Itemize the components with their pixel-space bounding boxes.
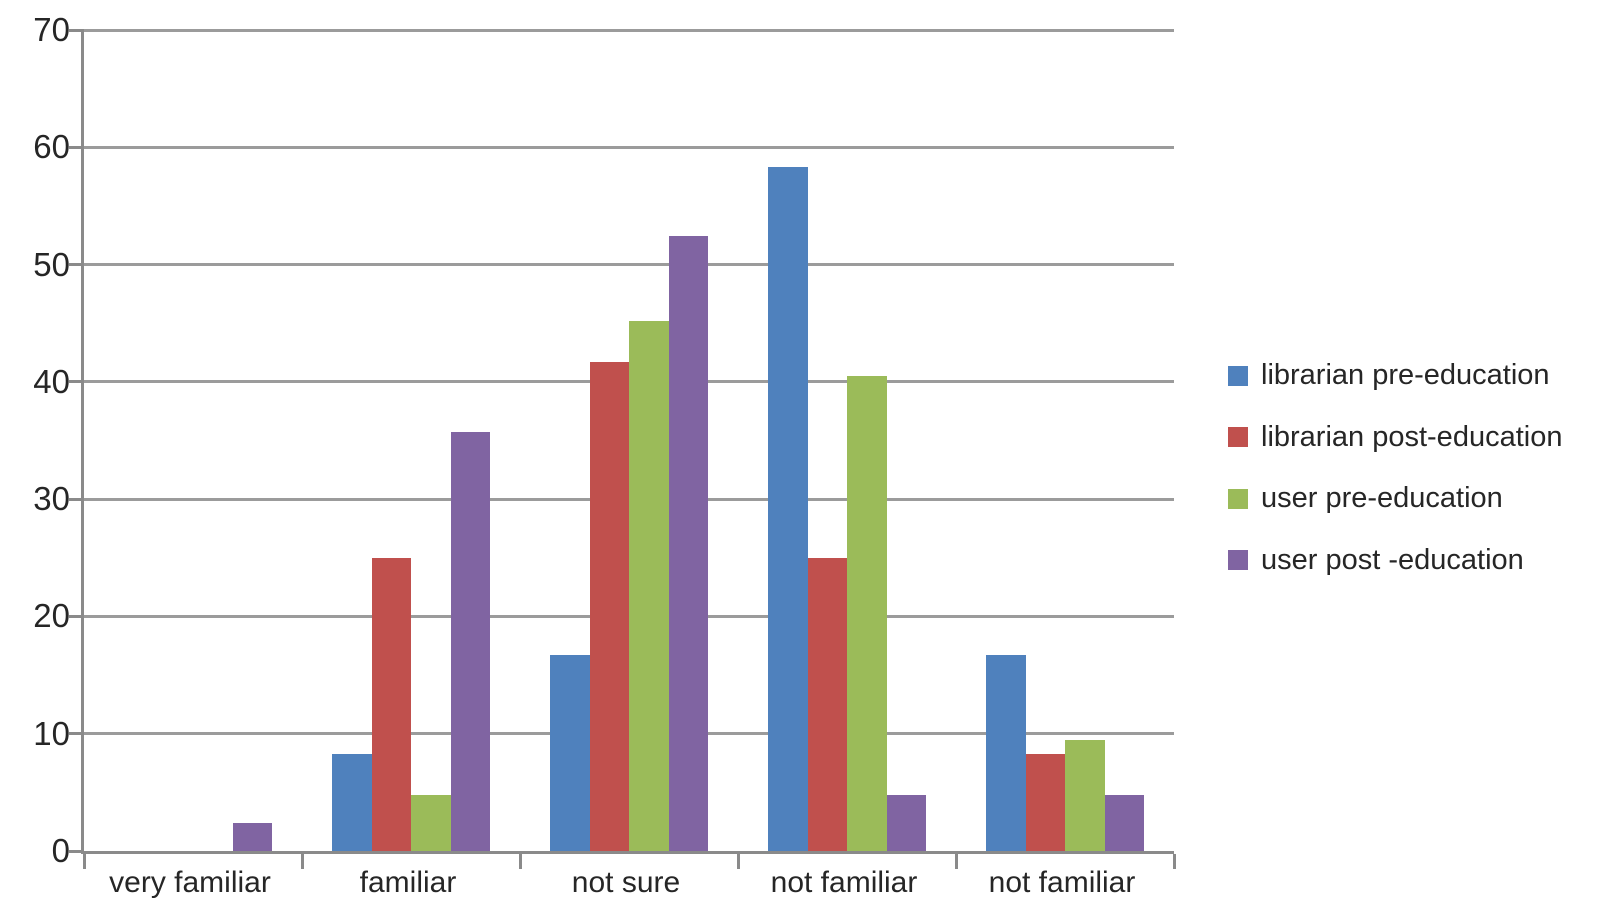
y-axis-tick <box>69 28 84 32</box>
y-tick-label: 0 <box>51 832 70 869</box>
plot-area <box>69 28 1176 869</box>
legend-swatch-icon <box>1228 550 1248 570</box>
bar-user-pre-education-4 <box>1065 739 1105 851</box>
legend-label: user pre-education <box>1261 482 1503 514</box>
x-category-label: not familiar <box>770 866 918 899</box>
y-axis-tick <box>69 614 84 618</box>
bar-user-pre-education-2 <box>629 320 669 851</box>
x-category-label: very familiar <box>109 866 271 899</box>
bar-librarian-post-education-1 <box>371 557 411 851</box>
bar-librarian-pre-education-1 <box>332 753 372 851</box>
y-tick-label: 70 <box>33 11 70 48</box>
gridline <box>84 263 1174 267</box>
y-axis-tick <box>69 380 84 384</box>
y-axis-tick <box>69 849 84 853</box>
bar-user-pre-education-3 <box>847 376 887 851</box>
y-axis-tick <box>69 732 84 736</box>
bar-librarian-post-education-3 <box>807 557 847 851</box>
legend-swatch-icon <box>1228 427 1248 447</box>
y-tick-label: 30 <box>33 480 70 518</box>
legend-item: user post -education <box>1228 542 1524 579</box>
x-axis-tick <box>300 854 304 869</box>
bar-user-post-education-4 <box>1104 794 1144 851</box>
bar-librarian-pre-education-3 <box>768 167 808 851</box>
legend-swatch-icon <box>1228 365 1248 386</box>
y-tick-label: 60 <box>33 128 70 166</box>
bar-user-post-education-1 <box>450 432 490 851</box>
x-category-label: familiar <box>359 866 457 899</box>
x-axis-tick <box>82 854 86 869</box>
bar-librarian-post-education-2 <box>589 361 629 851</box>
y-axis-tick <box>69 263 84 267</box>
x-axis-tick <box>1172 854 1176 869</box>
bar-user-post-education-2 <box>668 236 708 851</box>
gridline <box>84 28 1174 32</box>
legend-item: librarian post-education <box>1228 419 1562 456</box>
bar-librarian-pre-education-4 <box>986 655 1026 851</box>
y-tick-label: 40 <box>33 362 70 400</box>
legend-label: librarian pre-education <box>1261 359 1550 391</box>
legend-item: librarian pre-education <box>1228 357 1550 394</box>
legend-label: user post -education <box>1261 543 1524 576</box>
bar-user-post-education-3 <box>886 794 926 851</box>
legend-item: user pre-education <box>1228 480 1503 517</box>
bar-librarian-pre-education-2 <box>550 655 590 851</box>
legend-swatch-icon <box>1228 488 1248 509</box>
y-tick-label: 20 <box>33 597 70 635</box>
x-axis-tick <box>736 854 740 869</box>
bar-user-post-education-0 <box>232 822 272 851</box>
bar-librarian-post-education-4 <box>1025 753 1065 851</box>
bar-user-pre-education-1 <box>411 794 451 851</box>
x-category-label: not familiar <box>988 866 1136 899</box>
y-tick-label: 10 <box>33 714 70 752</box>
x-axis-tick <box>518 854 522 869</box>
y-tick-label: 50 <box>33 245 70 283</box>
legend-label: librarian post-education <box>1261 420 1563 453</box>
gridline <box>84 145 1174 149</box>
x-axis-tick <box>954 854 958 869</box>
x-category-label: not sure <box>571 866 681 899</box>
y-axis-tick <box>69 497 84 501</box>
y-axis-tick <box>69 145 84 149</box>
